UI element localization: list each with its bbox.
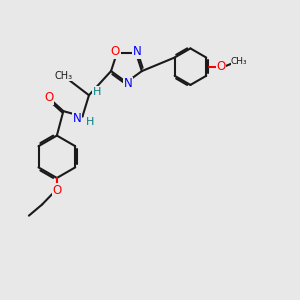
Text: H: H: [86, 117, 94, 127]
Text: CH₃: CH₃: [231, 57, 247, 66]
Text: N: N: [133, 45, 142, 58]
Text: H: H: [93, 87, 101, 97]
Text: O: O: [52, 184, 62, 197]
Text: N: N: [73, 112, 82, 125]
Text: N: N: [124, 77, 132, 90]
Text: O: O: [44, 91, 53, 104]
Text: CH₃: CH₃: [54, 70, 72, 80]
Text: O: O: [111, 45, 120, 58]
Text: O: O: [216, 60, 226, 73]
